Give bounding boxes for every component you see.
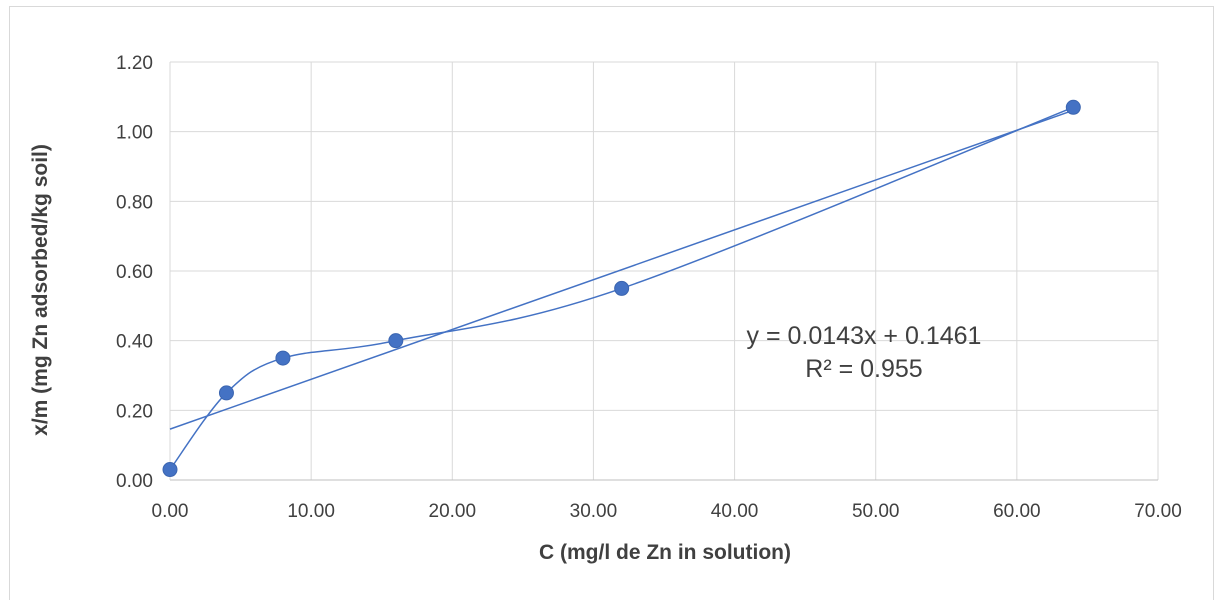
y-tick-labels: 0.00 0.20 0.40 0.60 0.80 1.00 1.20 — [116, 53, 153, 492]
y-tick-label: 1.20 — [116, 53, 153, 74]
y-tick-label: 0.20 — [116, 401, 153, 422]
trendline-r-squared: R² = 0.955 — [805, 355, 922, 383]
data-point — [162, 462, 178, 478]
x-tick-label: 40.00 — [711, 501, 759, 522]
axes — [169, 62, 1158, 481]
y-tick-label: 1.00 — [116, 123, 153, 144]
x-tick-label: 70.00 — [1134, 501, 1182, 522]
y-tick-label: 0.80 — [116, 192, 153, 213]
x-tick-label: 20.00 — [429, 501, 477, 522]
y-tick-label: 0.60 — [116, 262, 153, 283]
y-tick-label: 0.40 — [116, 332, 153, 353]
x-axis-title: C (mg/l de Zn in solution) — [539, 541, 791, 564]
data-point — [388, 333, 404, 349]
chart-frame — [9, 6, 1214, 600]
trendline-equation: y = 0.0143x + 0.1461 — [747, 322, 982, 350]
y-tick-label: 0.00 — [116, 471, 153, 492]
y-axis-title: x/m (mg Zn adsorbed/kg soil) — [29, 144, 52, 436]
x-tick-label: 50.00 — [852, 501, 900, 522]
x-tick-label: 0.00 — [152, 501, 189, 522]
series-layer — [162, 99, 1081, 478]
data-point — [275, 350, 291, 366]
trendline-layer — [169, 109, 1074, 430]
x-tick-labels: 0.00 10.00 20.00 30.00 40.00 50.00 60.00 70.00 — [152, 501, 1182, 522]
data-point — [218, 385, 234, 401]
data-point — [1065, 99, 1081, 115]
gridlines — [170, 61, 1159, 480]
x-tick-label: 30.00 — [570, 501, 618, 522]
x-tick-label: 60.00 — [993, 501, 1041, 522]
linear-trendline — [169, 109, 1074, 430]
data-point — [614, 280, 630, 296]
x-tick-label: 10.00 — [287, 501, 335, 522]
